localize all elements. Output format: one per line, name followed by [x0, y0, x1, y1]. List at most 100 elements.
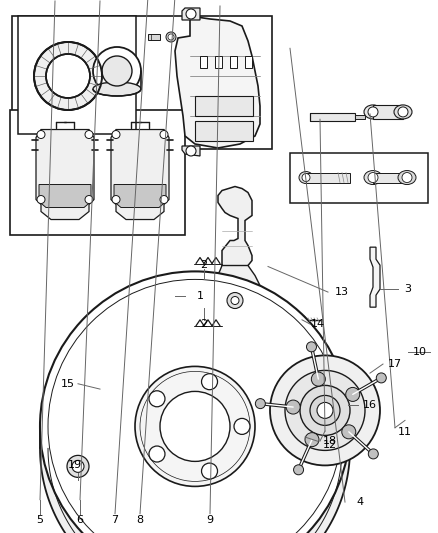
Bar [12, 16, 272, 149]
Ellipse shape [293, 465, 304, 475]
Ellipse shape [37, 196, 45, 204]
Text: 9: 9 [206, 515, 214, 524]
Ellipse shape [255, 399, 265, 409]
Ellipse shape [270, 356, 380, 465]
Ellipse shape [186, 9, 196, 19]
Ellipse shape [201, 463, 218, 479]
Text: 14: 14 [311, 319, 325, 329]
Text: 2: 2 [201, 261, 208, 270]
Text: 19: 19 [68, 460, 82, 470]
Ellipse shape [376, 373, 386, 383]
Ellipse shape [402, 173, 412, 182]
Polygon shape [370, 247, 380, 307]
Polygon shape [40, 426, 350, 533]
Text: 17: 17 [388, 359, 402, 369]
Text: 16: 16 [363, 400, 377, 410]
Ellipse shape [166, 32, 176, 42]
Ellipse shape [310, 395, 340, 425]
Bar [290, 152, 428, 203]
Polygon shape [182, 8, 200, 20]
Bar [18, 16, 136, 134]
Polygon shape [373, 105, 403, 119]
Ellipse shape [302, 174, 310, 182]
Text: 13: 13 [335, 287, 349, 297]
Ellipse shape [368, 449, 378, 459]
Polygon shape [148, 34, 160, 40]
Ellipse shape [112, 196, 120, 204]
Text: 11: 11 [398, 427, 412, 437]
Ellipse shape [160, 131, 168, 139]
Bar [195, 96, 253, 116]
Ellipse shape [85, 131, 93, 139]
Bar [230, 56, 237, 68]
Polygon shape [36, 130, 94, 220]
Ellipse shape [93, 47, 141, 95]
Ellipse shape [149, 446, 165, 462]
Text: 7: 7 [111, 515, 119, 524]
Ellipse shape [186, 146, 196, 156]
Ellipse shape [294, 315, 306, 325]
Ellipse shape [231, 296, 239, 304]
Ellipse shape [201, 374, 218, 390]
Ellipse shape [311, 372, 325, 386]
Polygon shape [373, 173, 407, 182]
Ellipse shape [398, 171, 416, 184]
Ellipse shape [112, 131, 120, 139]
Polygon shape [182, 146, 200, 156]
Ellipse shape [37, 131, 45, 139]
Text: 2: 2 [201, 319, 208, 328]
Ellipse shape [307, 342, 317, 352]
Ellipse shape [227, 293, 243, 309]
Ellipse shape [285, 370, 365, 450]
Ellipse shape [300, 385, 350, 435]
Polygon shape [310, 113, 355, 122]
Bar [245, 56, 252, 68]
Bar [200, 56, 207, 68]
Bar [215, 56, 222, 68]
Polygon shape [218, 187, 252, 271]
Ellipse shape [364, 105, 382, 119]
Bar [195, 121, 253, 141]
Ellipse shape [93, 82, 141, 96]
Polygon shape [39, 184, 91, 207]
Ellipse shape [368, 107, 378, 117]
Ellipse shape [286, 400, 300, 414]
Polygon shape [111, 130, 169, 220]
Text: 1: 1 [197, 292, 204, 301]
Ellipse shape [346, 387, 360, 401]
Text: 4: 4 [357, 497, 364, 507]
Ellipse shape [40, 271, 350, 533]
Polygon shape [114, 184, 166, 207]
Ellipse shape [72, 461, 84, 472]
Text: 6: 6 [77, 515, 84, 524]
Ellipse shape [368, 173, 378, 182]
Text: 12: 12 [323, 440, 337, 450]
Text: 15: 15 [61, 379, 75, 389]
Ellipse shape [149, 391, 165, 407]
Text: 3: 3 [405, 285, 411, 294]
Text: 8: 8 [137, 515, 144, 524]
Polygon shape [306, 173, 350, 182]
Text: 5: 5 [36, 515, 43, 524]
Ellipse shape [317, 402, 333, 418]
Polygon shape [355, 115, 365, 119]
Ellipse shape [34, 42, 102, 110]
Ellipse shape [85, 196, 93, 204]
Polygon shape [212, 265, 260, 320]
Ellipse shape [299, 172, 313, 183]
Ellipse shape [160, 196, 168, 204]
Bar [10, 109, 185, 235]
Ellipse shape [305, 433, 319, 447]
Ellipse shape [394, 105, 412, 119]
Ellipse shape [67, 455, 89, 478]
Ellipse shape [46, 54, 90, 98]
Text: 18: 18 [323, 437, 337, 446]
Ellipse shape [234, 418, 250, 434]
Polygon shape [175, 16, 260, 148]
Ellipse shape [342, 425, 356, 439]
Ellipse shape [135, 366, 255, 487]
Ellipse shape [364, 171, 382, 184]
Ellipse shape [102, 56, 132, 86]
Text: 10: 10 [413, 347, 427, 357]
Ellipse shape [160, 391, 230, 462]
